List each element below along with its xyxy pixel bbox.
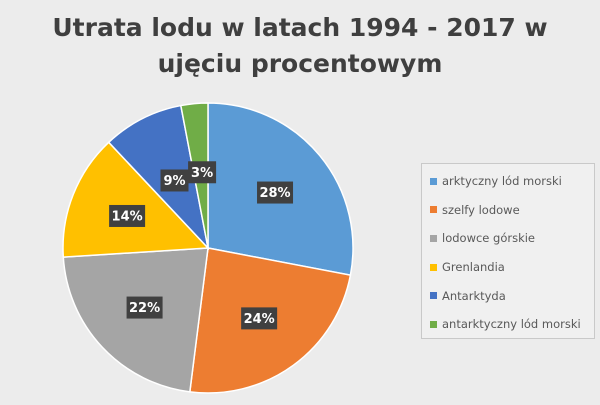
pie-slices xyxy=(62,102,354,394)
legend-label: Grenlandia xyxy=(442,260,505,275)
data-label-arktyczny-lod-morski: 28% xyxy=(257,181,294,204)
legend-swatch xyxy=(430,320,437,328)
legend-item-szelfy-lodowe: szelfy lodowe xyxy=(430,196,594,225)
data-label-box xyxy=(241,307,278,330)
legend-label: arktyczny lód morski xyxy=(442,174,562,189)
data-label-lodowce-gorskie: 22% xyxy=(126,296,163,319)
legend-item-grenlandia: Grenlandia xyxy=(430,253,594,282)
data-label-text: 28% xyxy=(259,186,290,201)
legend-item-lodowce-gorskie: lodowce górskie xyxy=(430,224,594,253)
legend-item-arktyczny-lod-morski: arktyczny lód morski xyxy=(430,167,594,196)
legend-label: Antarktyda xyxy=(442,288,506,303)
data-label-antarktyczny-lod-morski: 3% xyxy=(188,161,217,184)
pie-slice-lodowce-gorskie xyxy=(62,247,209,393)
chart-title: Utrata lodu w latach 1994 - 2017 w ujęci… xyxy=(0,10,600,82)
data-label-szelfy-lodowe: 24% xyxy=(241,307,278,330)
legend-label: lodowce górskie xyxy=(442,231,536,246)
data-label-box xyxy=(109,204,146,227)
legend-label: antarktyczny lód morski xyxy=(442,317,581,332)
legend-swatch xyxy=(430,263,437,271)
data-label-box xyxy=(160,169,189,192)
data-label-text: 3% xyxy=(191,166,213,181)
legend-swatch xyxy=(430,292,437,300)
data-label-text: 22% xyxy=(129,301,160,316)
legend-label: szelfy lodowe xyxy=(442,202,520,217)
pie-slice-antarktyda xyxy=(107,104,210,251)
legend-swatch xyxy=(430,234,437,242)
data-label-text: 9% xyxy=(163,174,185,189)
data-label-text: 14% xyxy=(112,209,143,224)
data-label-text: 24% xyxy=(244,312,275,327)
data-label-grenlandia: 14% xyxy=(109,204,146,227)
data-label-box xyxy=(257,181,294,204)
pie-slice-grenlandia xyxy=(62,141,210,258)
data-label-antarktyda: 9% xyxy=(160,169,189,192)
data-label-box xyxy=(126,296,163,319)
pie-data-labels: 28% 24% 22% 14% 9% 3% xyxy=(109,161,294,330)
chart-legend: arktyczny lód morski szelfy lodowe lodowce… xyxy=(421,163,595,339)
data-label-box xyxy=(188,161,217,184)
legend-item-antarktyczny-lod-morski: antarktyczny lód morski xyxy=(430,310,594,339)
chart-title-line-1: Utrata lodu w latach 1994 - 2017 w xyxy=(52,13,548,42)
legend-swatch xyxy=(430,177,437,185)
legend-item-antarktyda: Antarktyda xyxy=(430,281,594,310)
legend-swatch xyxy=(430,206,437,214)
chart-title-line-2: ujęciu procentowym xyxy=(157,49,443,78)
